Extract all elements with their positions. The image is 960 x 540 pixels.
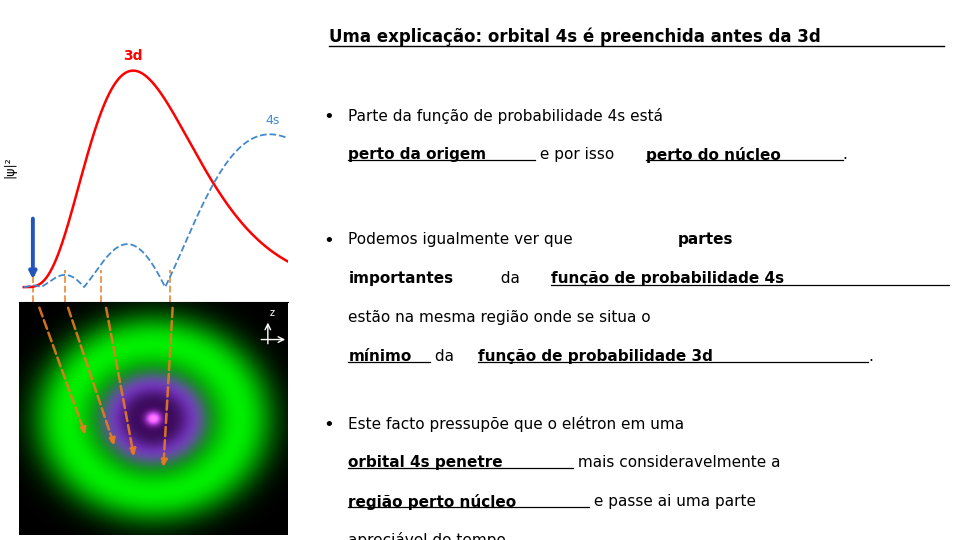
Text: Uma explicação: orbital 4s é preenchida antes da 3d: Uma explicação: orbital 4s é preenchida …	[329, 27, 821, 45]
Text: 4s: 4s	[265, 114, 279, 127]
X-axis label: Radius: Radius	[134, 328, 173, 338]
Text: perto do núcleo: perto do núcleo	[646, 147, 781, 163]
Text: mais consideravelmente a: mais consideravelmente a	[573, 455, 780, 470]
Text: Parte da função de probabilidade 4s está: Parte da função de probabilidade 4s está	[348, 108, 663, 124]
Text: da: da	[429, 349, 459, 364]
Y-axis label: |ψ|²: |ψ|²	[4, 157, 16, 178]
Text: região perto núcleo: região perto núcleo	[348, 494, 516, 510]
Text: mínimo: mínimo	[348, 349, 412, 364]
Text: 3d: 3d	[124, 50, 143, 63]
Text: e por isso: e por isso	[536, 147, 619, 162]
Text: apreciável do tempo: apreciável do tempo	[348, 532, 506, 540]
Text: função de probabilidade 3d: função de probabilidade 3d	[478, 349, 713, 364]
Text: •: •	[324, 108, 334, 126]
Text: importantes: importantes	[348, 271, 454, 286]
Text: .: .	[843, 147, 848, 162]
Text: da: da	[491, 271, 525, 286]
Text: e passe ai uma parte: e passe ai uma parte	[589, 494, 756, 509]
Text: Este facto pressupõe que o elétron em uma: Este facto pressupõe que o elétron em um…	[348, 416, 684, 432]
Text: função de probabilidade 4s: função de probabilidade 4s	[551, 271, 784, 286]
Text: •: •	[324, 232, 334, 250]
Text: perto da origem: perto da origem	[348, 147, 487, 162]
Text: partes: partes	[678, 232, 733, 247]
Text: z: z	[270, 308, 275, 319]
Text: .: .	[868, 349, 873, 364]
Text: Podemos igualmente ver que: Podemos igualmente ver que	[348, 232, 578, 247]
Text: •: •	[324, 416, 334, 434]
Text: estão na mesma região onde se situa o: estão na mesma região onde se situa o	[348, 310, 651, 325]
Text: orbital 4s penetre: orbital 4s penetre	[348, 455, 503, 470]
Text: x: x	[288, 335, 294, 345]
